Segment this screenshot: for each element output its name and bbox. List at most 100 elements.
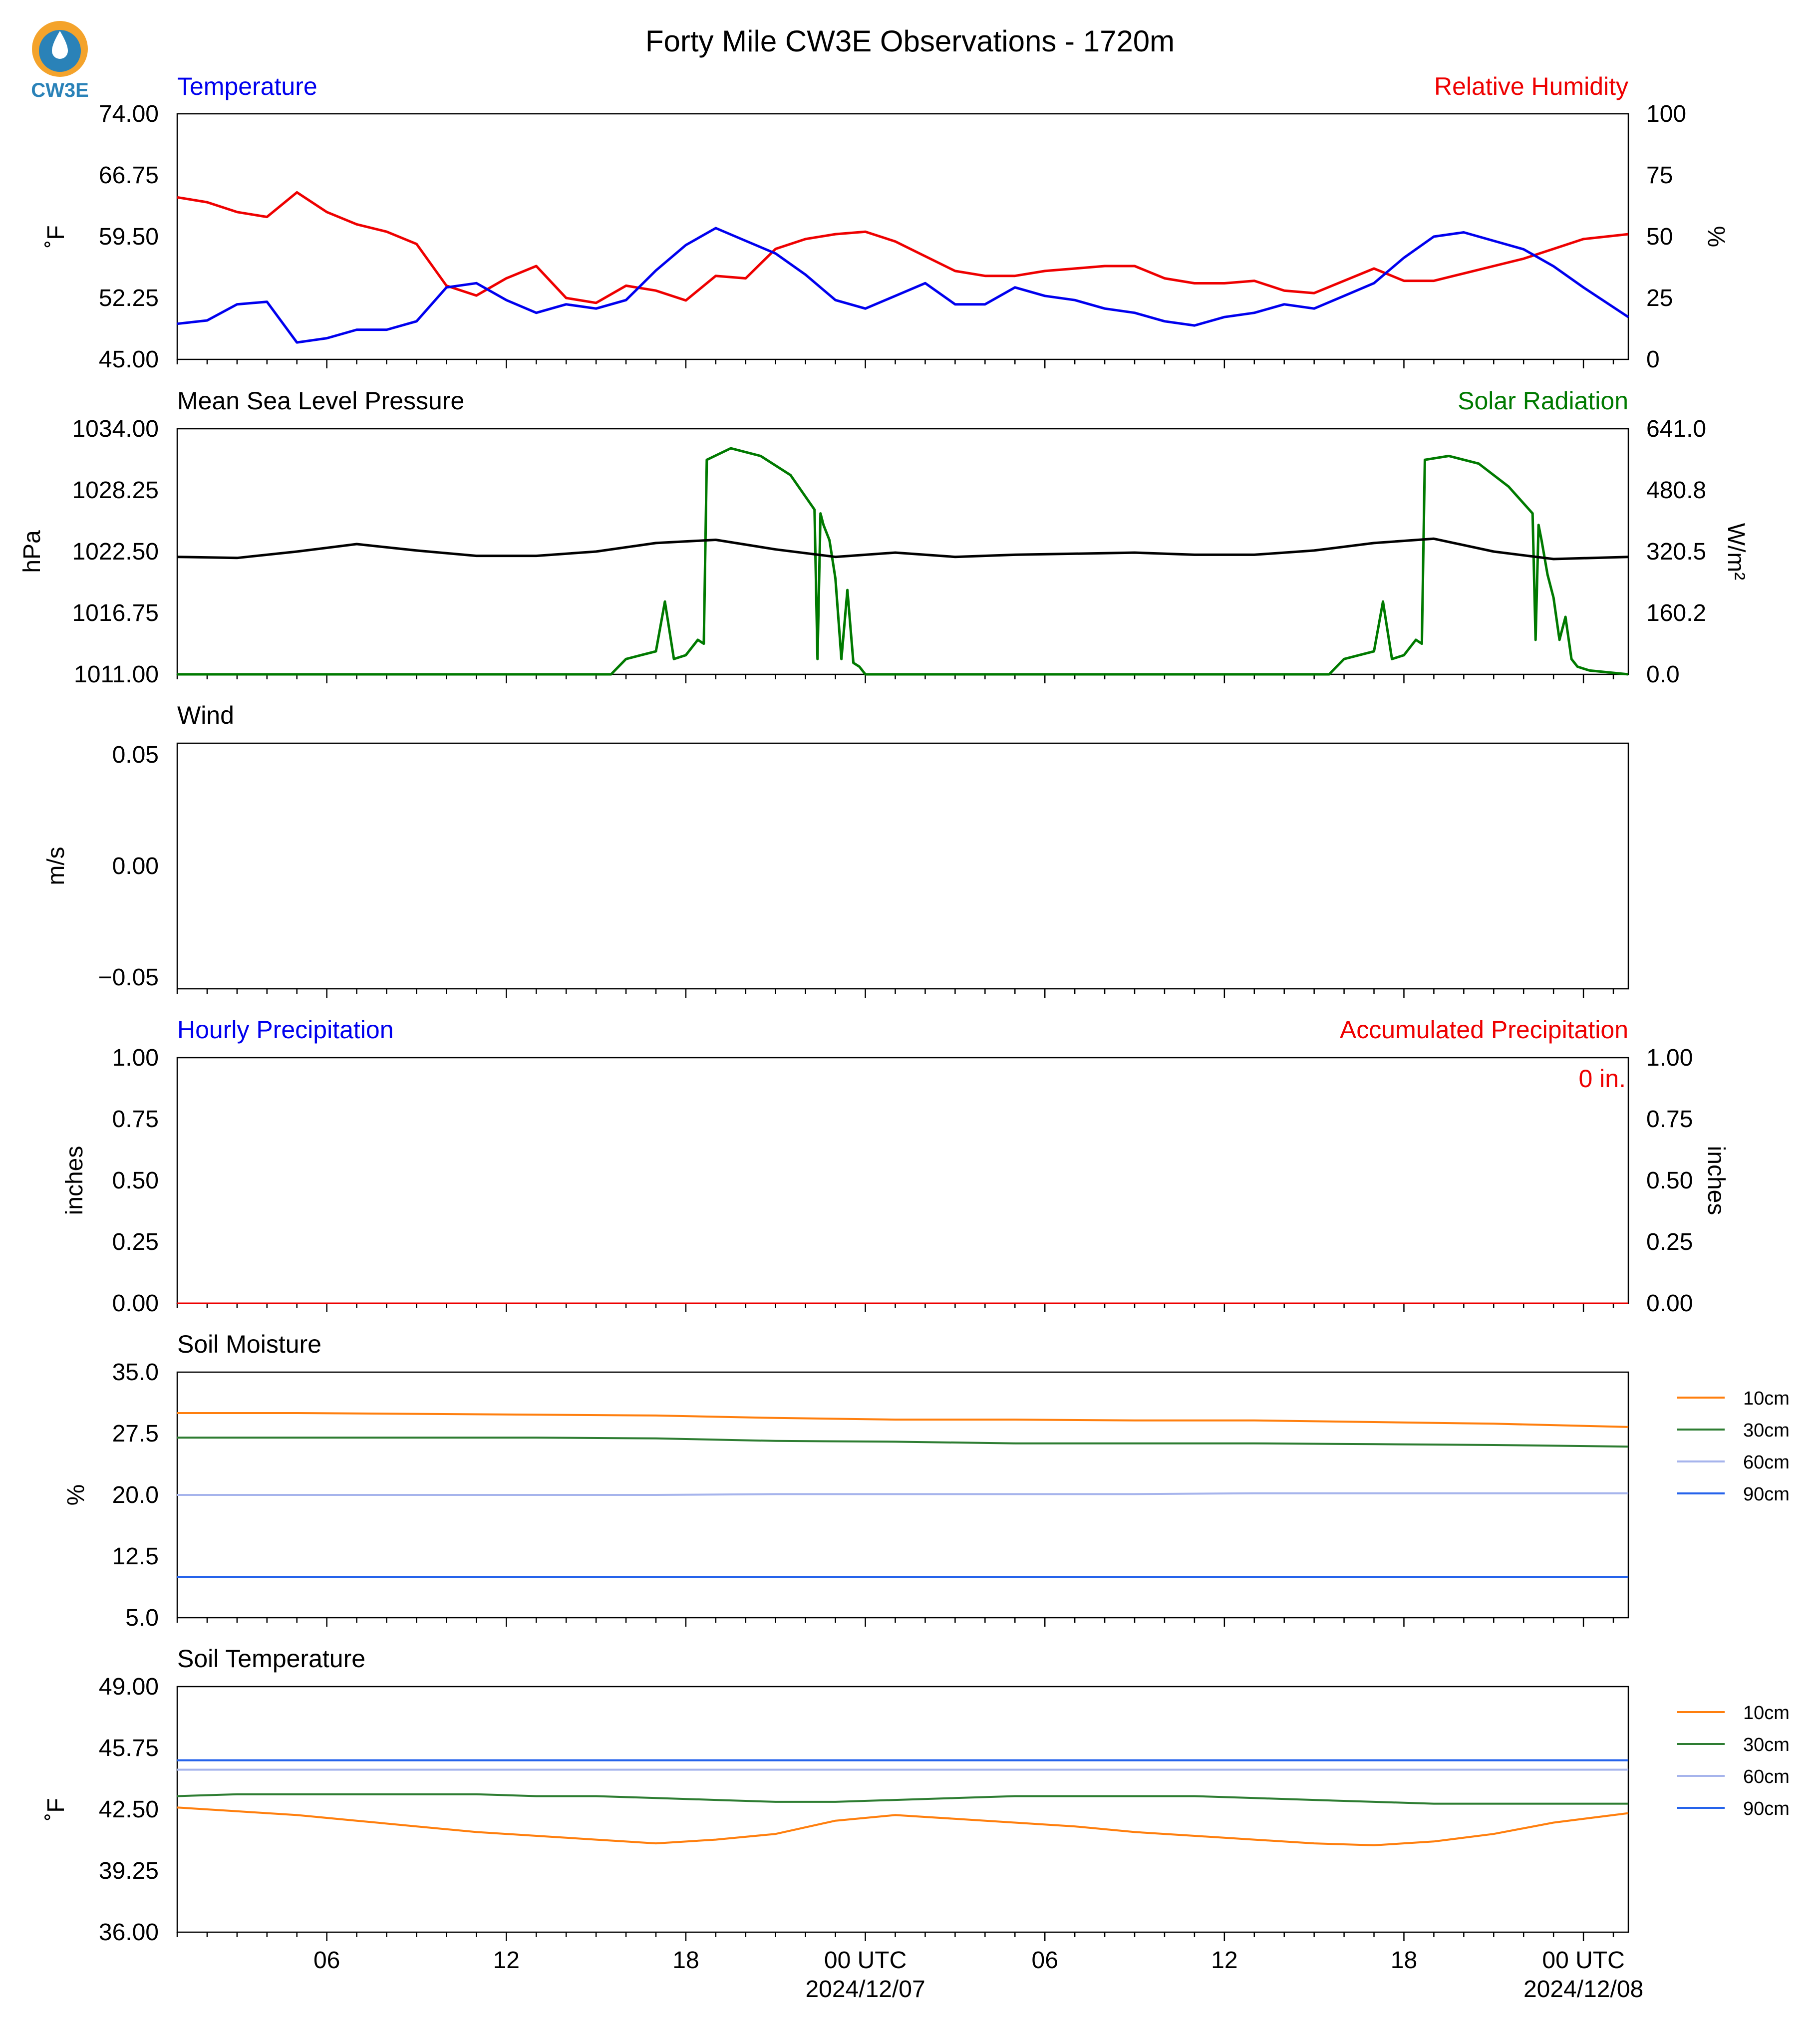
logo-drop-icon xyxy=(52,31,68,59)
x-tick-label: 12 xyxy=(493,1947,520,1974)
soil-temp-tick-label: 36.00 xyxy=(99,1919,159,1946)
humidity-title: Relative Humidity xyxy=(1434,72,1628,100)
temp-tick-label: 45.00 xyxy=(99,346,159,373)
soil-moisture-tick-label: 27.5 xyxy=(112,1421,159,1447)
panel-precip: Hourly Precipitation Accumulated Precipi… xyxy=(61,1016,1729,1317)
soil-temp-x-ticks xyxy=(176,1932,1614,1941)
wind-tick-label: 0.00 xyxy=(112,853,159,879)
pressure-title: Mean Sea Level Pressure xyxy=(177,387,464,415)
accum-tick-label: 0.25 xyxy=(1646,1229,1693,1255)
rh-tick-label: 100 xyxy=(1646,101,1686,127)
solar-radiation-line xyxy=(177,447,1629,676)
solar-tick-label: 0.0 xyxy=(1646,661,1680,688)
soil-moisture-tick-label: 35.0 xyxy=(112,1359,159,1386)
panel-wind: Wind −0.05 0.00 0.05 m/s xyxy=(43,701,1629,998)
temp-tick-label: 52.25 xyxy=(99,285,159,311)
pressure-solar-plot-frame xyxy=(176,428,1629,675)
legend-label-60cm: 60cm xyxy=(1743,1452,1790,1473)
soil-moisture-left-ticks: 5.0 12.5 20.0 27.5 35.0 xyxy=(112,1359,159,1631)
x-tick-label: 00 UTC xyxy=(1542,1947,1624,1974)
accum-tick-label: 0.50 xyxy=(1646,1167,1693,1194)
pressure-line xyxy=(177,537,1629,561)
rh-unit-label: % xyxy=(1703,226,1729,248)
soil-moisture-10cm-line xyxy=(177,1412,1629,1428)
logo-text: CW3E xyxy=(31,79,89,101)
rh-tick-label: 50 xyxy=(1646,224,1673,250)
temp-tick-label: 59.50 xyxy=(99,224,159,250)
temp-rh-left-ticks: 45.00 52.25 59.50 66.75 74.00 xyxy=(99,101,159,373)
legend-label-90cm: 90cm xyxy=(1743,1484,1790,1505)
temp-rh-right-ticks: 0 25 50 75 100 xyxy=(1646,101,1686,373)
accum-tick-label: 0.00 xyxy=(1646,1290,1693,1317)
precip-x-ticks xyxy=(176,1303,1614,1312)
wind-tick-label: 0.05 xyxy=(112,742,159,768)
solar-tick-label: 160.2 xyxy=(1646,600,1706,626)
x-tick-label: 06 xyxy=(313,1947,340,1974)
wind-tick-label: −0.05 xyxy=(98,964,159,991)
precip-tick-label: 0.25 xyxy=(112,1229,159,1255)
pressure-solar-x-ticks xyxy=(176,674,1614,683)
accum-tick-label: 1.00 xyxy=(1646,1045,1693,1071)
soil-moisture-series xyxy=(177,1412,1629,1578)
x-tick-label: 06 xyxy=(1032,1947,1058,1974)
solar-unit-label: W/m² xyxy=(1723,523,1749,580)
soil-moisture-legend: 10cm 30cm 60cm 90cm xyxy=(1677,1388,1790,1505)
soil-moisture-unit-label: % xyxy=(63,1484,89,1506)
soil-moisture-60cm-line xyxy=(177,1492,1628,1496)
solar-right-ticks: 0.0 160.2 320.5 480.8 641.0 xyxy=(1646,416,1706,688)
accum-tick-label: 0.75 xyxy=(1646,1106,1693,1133)
x-date-label: 2024/12/08 xyxy=(1523,1976,1643,2003)
precip-plot-frame xyxy=(176,1057,1629,1304)
pressure-tick-label: 1028.25 xyxy=(72,477,159,504)
temperature-line xyxy=(177,227,1629,344)
accum-unit-label: inches xyxy=(1703,1146,1729,1215)
soil-temp-series xyxy=(177,1759,1629,1846)
temp-rh-series xyxy=(177,191,1629,344)
solar-tick-label: 641.0 xyxy=(1646,416,1706,442)
panel-pressure-solar: Mean Sea Level Pressure Solar Radiation … xyxy=(19,387,1749,688)
pressure-unit-label: hPa xyxy=(19,530,45,573)
soil-moisture-30cm-line xyxy=(177,1437,1629,1448)
wind-left-ticks: −0.05 0.00 0.05 xyxy=(98,742,159,991)
humidity-line xyxy=(177,191,1629,304)
soil-temp-legend: 10cm 30cm 60cm 90cm xyxy=(1677,1703,1790,1819)
accum-precip-title: Accumulated Precipitation xyxy=(1340,1016,1628,1044)
soil-moisture-title: Soil Moisture xyxy=(177,1330,321,1358)
solar-tick-label: 480.8 xyxy=(1646,477,1706,504)
x-tick-label: 18 xyxy=(672,1947,699,1974)
panel-soil-temp: Soil Temperature 36.00 39.25 42.50 45.75… xyxy=(43,1645,1790,2003)
precip-unit-label: inches xyxy=(61,1146,88,1215)
pressure-left-ticks: 1011.00 1016.75 1022.50 1028.25 1034.00 xyxy=(72,416,159,688)
legend-label-10cm: 10cm xyxy=(1743,1388,1790,1409)
precip-left-ticks: 0.00 0.25 0.50 0.75 1.00 xyxy=(112,1045,159,1317)
panel-soil-moisture: Soil Moisture 5.0 12.5 20.0 27.5 35.0 % … xyxy=(63,1330,1790,1631)
wind-title: Wind xyxy=(177,701,234,729)
x-tick-label: 18 xyxy=(1391,1947,1417,1974)
pressure-tick-label: 1022.50 xyxy=(72,539,159,565)
soil-temp-tick-label: 45.75 xyxy=(99,1735,159,1761)
temp-rh-plot-frame xyxy=(176,113,1629,360)
solar-title: Solar Radiation xyxy=(1458,387,1628,415)
legend-label-30cm: 30cm xyxy=(1743,1735,1790,1755)
rh-tick-label: 75 xyxy=(1646,162,1673,189)
hourly-precip-title: Hourly Precipitation xyxy=(177,1016,394,1044)
pressure-tick-label: 1011.00 xyxy=(74,661,159,688)
pressure-solar-series xyxy=(177,447,1629,676)
precip-tick-label: 0.50 xyxy=(112,1167,159,1194)
soil-temp-30cm-line xyxy=(177,1793,1628,1805)
soil-temp-10cm-line xyxy=(177,1806,1629,1846)
wind-x-ticks xyxy=(176,989,1614,998)
precip-tick-label: 0.00 xyxy=(112,1290,159,1317)
x-date-label: 2024/12/07 xyxy=(805,1976,925,2003)
cw3e-logo: CW3E xyxy=(31,21,89,101)
temp-rh-x-ticks xyxy=(176,359,1614,368)
soil-moisture-x-ticks xyxy=(176,1618,1614,1627)
soil-temp-title: Soil Temperature xyxy=(177,1645,365,1673)
wind-plot-frame xyxy=(176,742,1629,990)
solar-tick-label: 320.5 xyxy=(1646,539,1706,565)
soil-temp-tick-label: 49.00 xyxy=(99,1674,159,1700)
precip-tick-label: 0.75 xyxy=(112,1106,159,1133)
pressure-tick-label: 1034.00 xyxy=(72,416,159,442)
legend-label-10cm: 10cm xyxy=(1743,1703,1790,1724)
